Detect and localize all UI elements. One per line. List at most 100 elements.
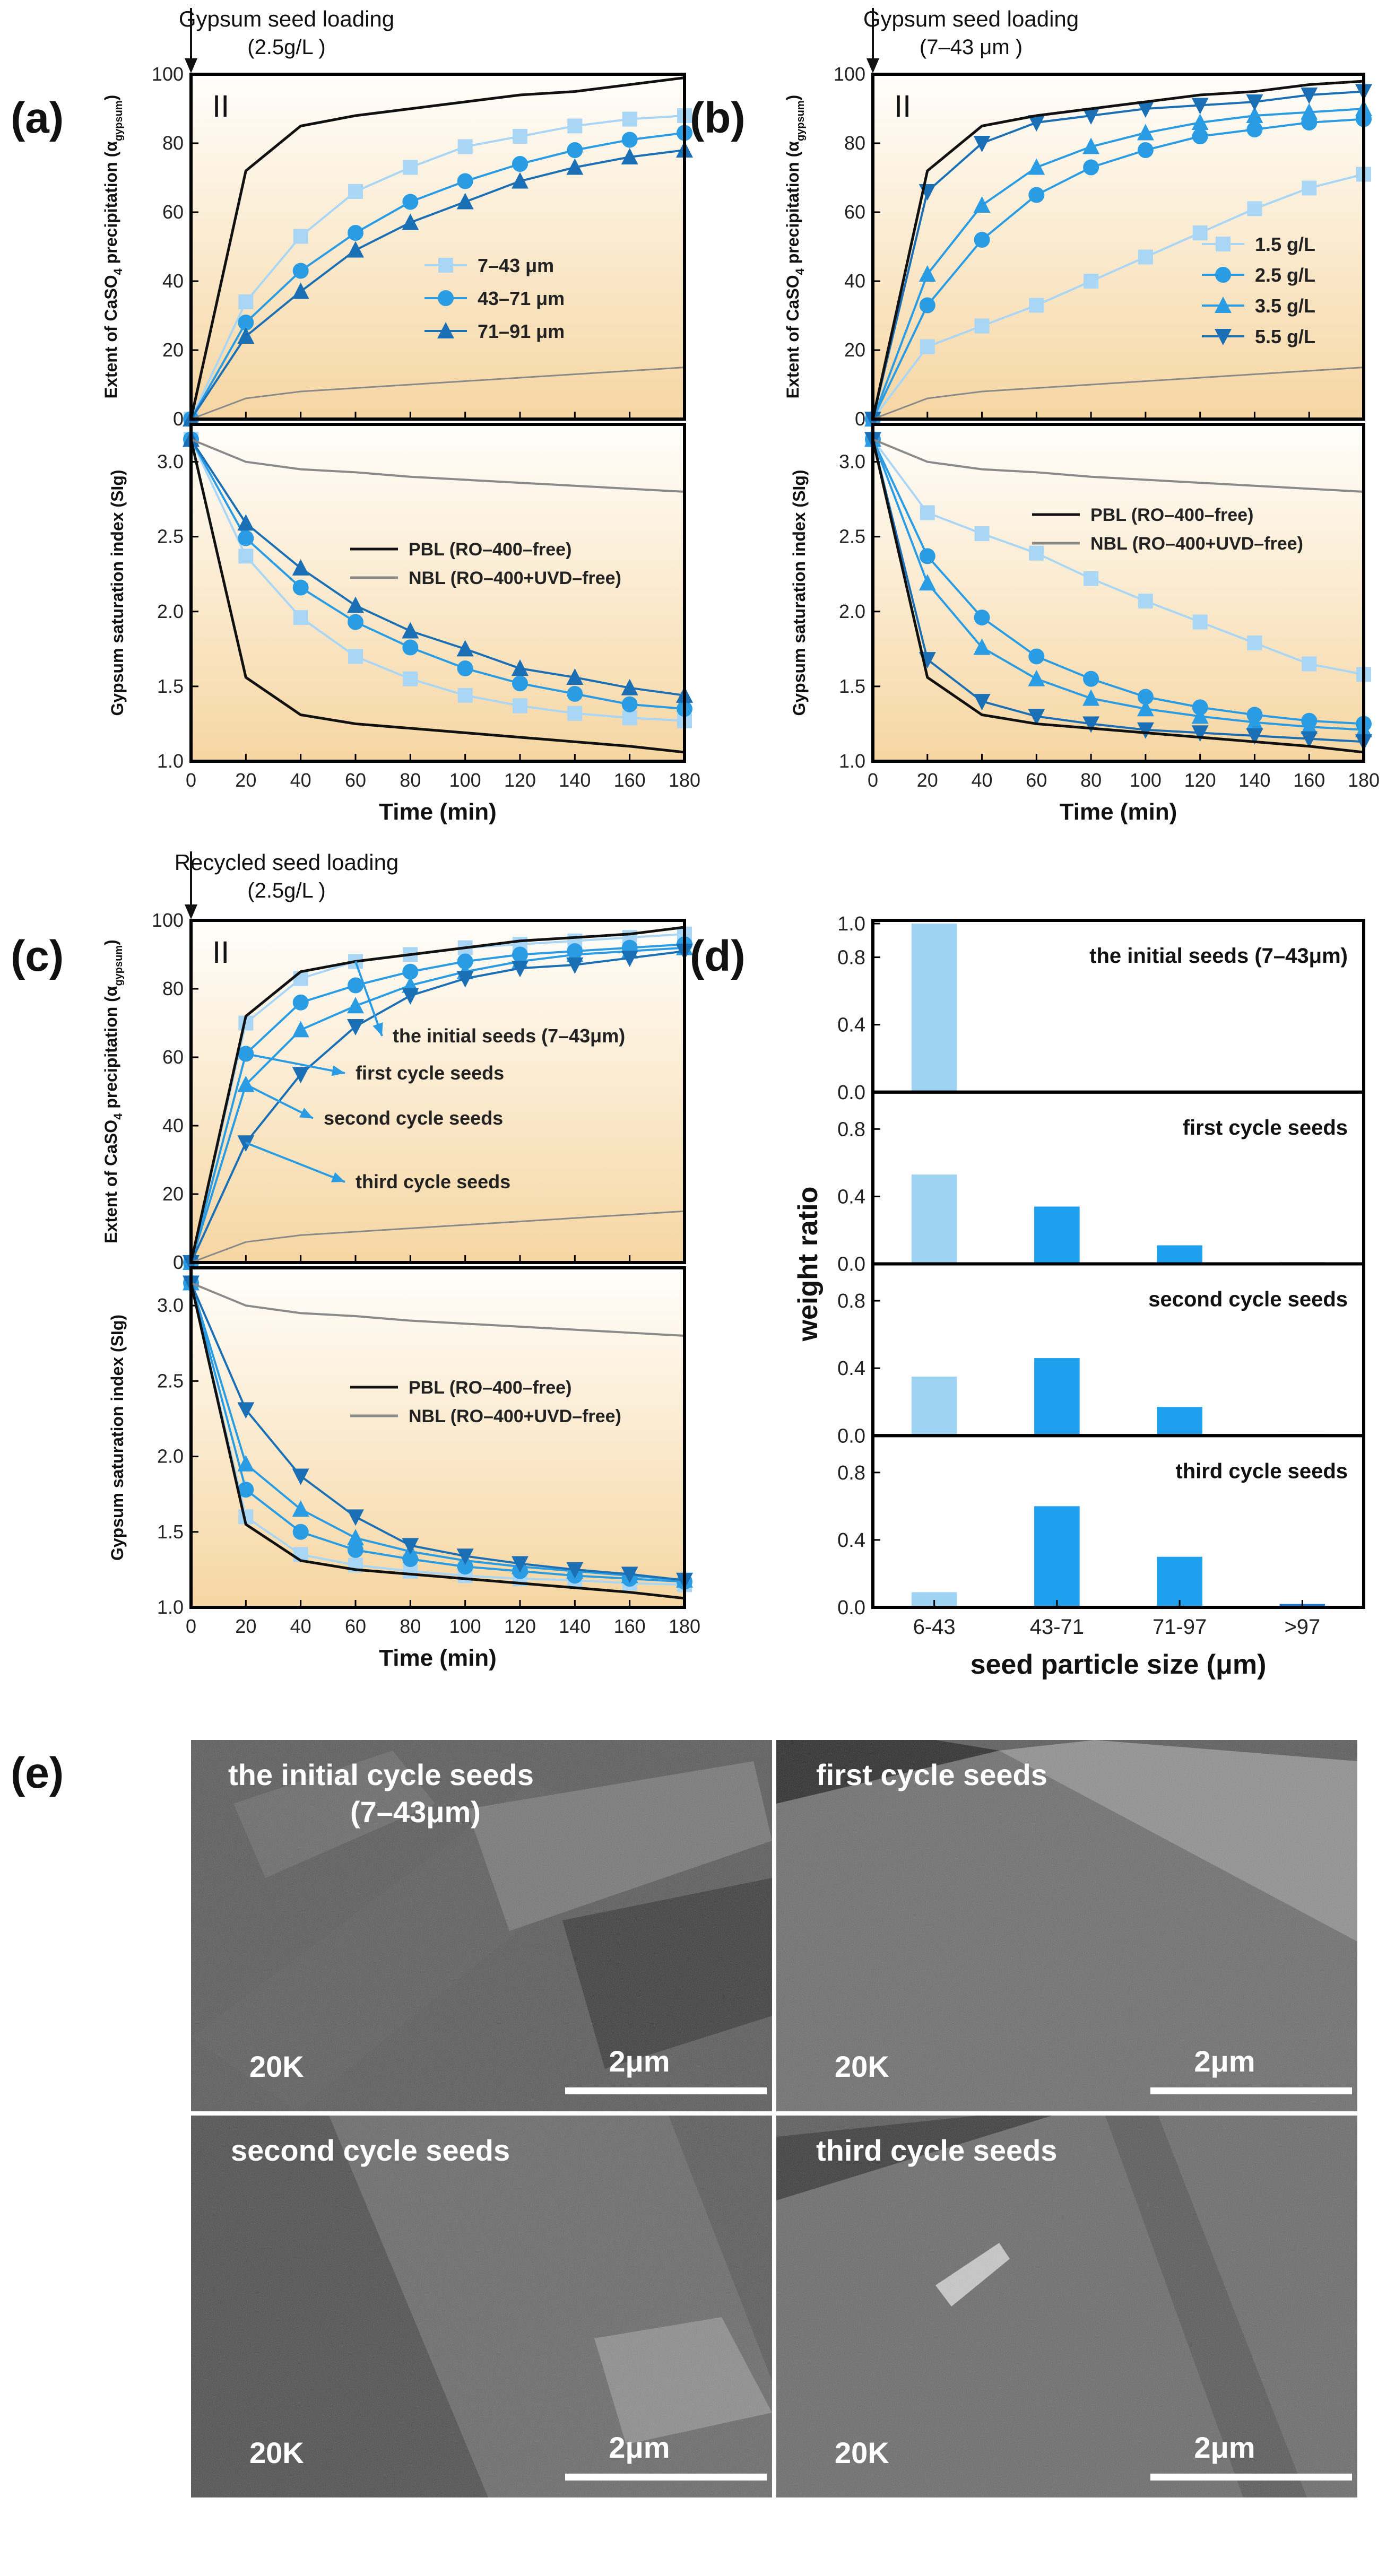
y-tick-label: 100	[152, 909, 184, 931]
y-tick-label: 100	[834, 63, 865, 85]
data-point	[292, 1500, 309, 1517]
data-point	[348, 614, 363, 630]
sem-texture	[191, 2116, 772, 2497]
y-tick-label: 0.8	[837, 1290, 865, 1312]
data-point	[456, 1548, 474, 1565]
panel-label-b: (b)	[690, 94, 746, 142]
y-axis-label-sub: 4	[111, 1113, 125, 1120]
subplot-title: second cycle seeds	[1148, 1288, 1348, 1311]
plot-frame	[189, 919, 686, 1264]
data-point	[919, 574, 936, 591]
y-tick-label: 0.8	[837, 1118, 865, 1141]
scale-bar-label: 2μm	[1194, 2431, 1255, 2464]
series-line	[872, 118, 1364, 420]
y-tick-label: 0	[173, 1251, 184, 1273]
data-point	[1192, 225, 1208, 240]
y-tick-label: 40	[844, 270, 865, 292]
data-point	[1137, 101, 1154, 118]
legend-label: 2.5 g/L	[1255, 264, 1315, 286]
x-tick-label: 80	[1080, 769, 1102, 791]
series-line	[871, 80, 1364, 420]
y-tick-label: 2.5	[839, 526, 865, 547]
data-point	[622, 111, 637, 127]
x-tick-label: 80	[400, 769, 421, 791]
y-axis-label-part: precipitation (α	[101, 986, 120, 1113]
x-tick-label: 0	[186, 1615, 196, 1637]
scale-bar	[1150, 2087, 1352, 2094]
bar	[1034, 1506, 1080, 1607]
y-tick-label: 80	[844, 132, 865, 154]
data-point	[1301, 718, 1318, 735]
c-top-subplot: 0 20 40 60 80 100 Extent of CaSO4 precipitatio…	[101, 909, 693, 1273]
series-line	[190, 946, 685, 1263]
panel-label-d: (d)	[690, 932, 746, 980]
data-point	[1028, 115, 1045, 132]
y-tick-label: 0.8	[837, 947, 865, 969]
x-tick-label: 80	[400, 1615, 421, 1637]
series-line	[872, 173, 1364, 420]
legend-entry: 43–71 μm	[424, 288, 565, 309]
data-point	[402, 639, 419, 656]
y-tick-label: 1.5	[157, 675, 184, 697]
data-point	[1082, 137, 1100, 154]
y-tick-label: 1.0	[837, 913, 865, 935]
annotation-arrow-head	[299, 1108, 313, 1118]
data-point	[1028, 669, 1045, 686]
data-point	[920, 339, 935, 354]
data-point	[457, 687, 473, 703]
data-point	[237, 1455, 255, 1472]
x-tick-label: 140	[559, 769, 591, 791]
data-point	[456, 193, 474, 210]
y-tick-label: 0.0	[837, 1254, 865, 1276]
x-tick-label: 60	[345, 769, 366, 791]
legend-label: PBL (RO–400–free)	[409, 539, 571, 560]
subplot-title: first cycle seeds	[1183, 1116, 1348, 1139]
annotation-label: the initial seeds (7–43μm)	[393, 1025, 625, 1047]
bar	[1157, 1556, 1202, 1607]
legend-entry: PBL (RO–400–free)	[350, 1378, 571, 1398]
annotation-label: second cycle seeds	[324, 1107, 503, 1129]
x-tick-label: 180	[669, 769, 700, 791]
x-tick-label: 100	[1130, 769, 1162, 791]
x-tick-label: 40	[972, 769, 993, 791]
x-axis-label: Time (min)	[379, 1645, 497, 1671]
y-axis-label-part: Extent of CaSO	[101, 1120, 120, 1243]
y-tick-label: 0.8	[837, 1462, 865, 1484]
loading-header: Recycled seed loading	[175, 850, 399, 875]
series-7-43-m	[184, 108, 692, 427]
legend-label: 1.5 g/L	[1255, 233, 1315, 255]
magnification-label: 20K	[835, 2050, 889, 2083]
data-point	[1029, 545, 1044, 561]
legend-marker	[437, 322, 454, 338]
b-bottom-subplot: 1.0 1.5 2.0 2.5 3.0 Gypsum saturation index (…	[790, 423, 1372, 772]
series-line	[872, 439, 1364, 731]
y-tick-label: 3.0	[157, 1294, 184, 1316]
y-axis-label-part: )	[783, 95, 802, 101]
loading-header: Gypsum seed loading	[863, 6, 1079, 31]
data-point	[512, 659, 528, 676]
data-point	[567, 118, 583, 134]
plot-background	[191, 424, 684, 761]
data-point	[238, 294, 254, 309]
data-point	[1246, 713, 1263, 730]
data-point	[238, 549, 254, 564]
y-tick-label: 3.0	[157, 451, 184, 473]
y-tick-label: 0	[173, 408, 184, 430]
data-point	[1137, 124, 1154, 141]
sem-title: first cycle seeds	[816, 1758, 1047, 1791]
legend-entry: 5.5 g/L	[1202, 326, 1315, 347]
data-point	[974, 610, 990, 626]
data-point	[567, 706, 583, 721]
y-tick-label: 0	[855, 408, 865, 430]
y-tick-label: 1.0	[157, 750, 184, 772]
data-point	[1191, 98, 1209, 115]
data-point	[1246, 94, 1263, 111]
x-axis-label: seed particle size (μm)	[971, 1649, 1267, 1680]
series-line	[189, 1282, 685, 1600]
loading-arrow-head	[185, 58, 197, 73]
legend-entry: PBL (RO–400–free)	[350, 539, 571, 560]
y-tick-label: 20	[844, 339, 865, 361]
y-tick-label: 0.4	[837, 1014, 865, 1037]
x-tick-label: 0	[186, 769, 196, 791]
data-point	[920, 505, 935, 520]
